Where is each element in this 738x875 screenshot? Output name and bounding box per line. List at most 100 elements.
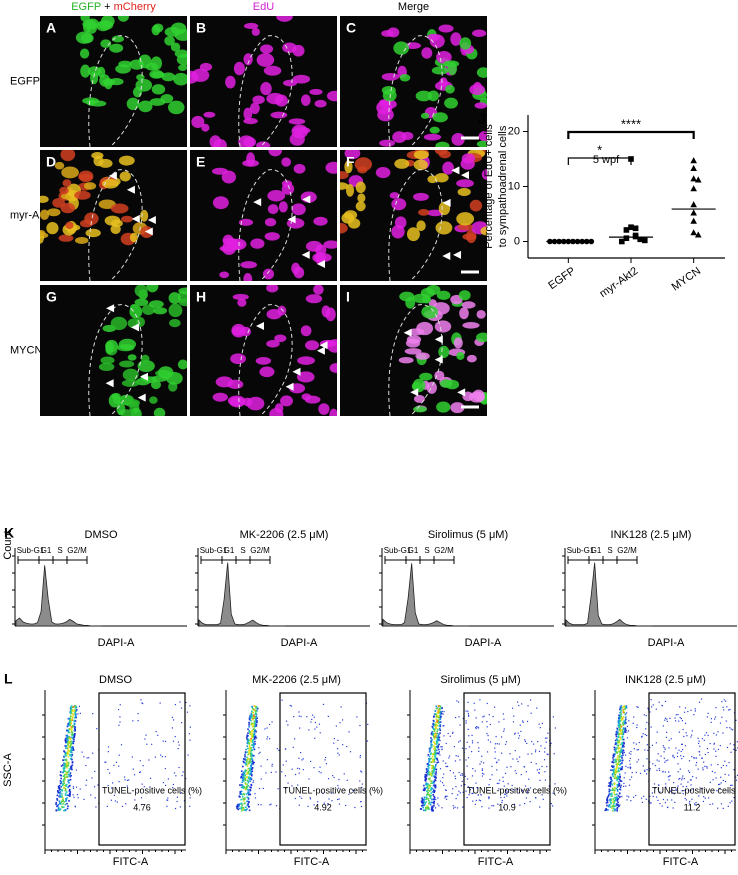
event-dot — [259, 752, 260, 753]
event-dot — [344, 773, 345, 774]
cell — [46, 222, 58, 234]
event-dot — [236, 808, 238, 810]
event-dot — [255, 797, 256, 798]
event-dot — [628, 720, 629, 721]
event-dot — [157, 735, 158, 736]
event-dot — [255, 735, 257, 737]
event-dot — [679, 732, 680, 733]
cell — [294, 164, 306, 174]
cell — [263, 269, 274, 280]
event-dot — [673, 782, 674, 783]
event-dot — [67, 808, 69, 810]
event-dot — [621, 732, 623, 734]
event-dot — [310, 721, 311, 722]
event-dot — [693, 757, 694, 758]
event-dot — [711, 722, 712, 723]
event-dot — [245, 751, 247, 753]
event-dot — [659, 702, 660, 703]
event-dot — [67, 752, 69, 754]
event-dot — [249, 717, 251, 719]
event-dot — [612, 757, 614, 759]
event-dot — [604, 810, 606, 812]
event-dot — [667, 799, 668, 800]
cell — [305, 340, 319, 350]
event-dot — [71, 741, 73, 743]
cell — [268, 204, 279, 214]
event-dot — [625, 727, 627, 729]
event-dot — [621, 762, 623, 764]
event-dot — [611, 761, 613, 763]
event-dot — [623, 739, 625, 741]
event-dot — [434, 742, 436, 744]
cell — [260, 44, 273, 53]
event-dot — [314, 728, 315, 729]
event-dot — [431, 789, 433, 791]
cell — [282, 183, 294, 195]
event-dot — [729, 727, 730, 728]
event-dot — [435, 705, 437, 707]
event-dot — [502, 777, 503, 778]
event-dot — [717, 764, 718, 765]
event-dot — [421, 799, 423, 801]
event-dot — [62, 803, 64, 805]
event-dot — [254, 749, 256, 751]
tunel-gate — [99, 693, 185, 845]
event-dot — [489, 714, 490, 715]
event-dot — [642, 802, 643, 803]
event-dot — [60, 771, 62, 773]
event-dot — [431, 733, 433, 735]
cell — [123, 369, 139, 381]
event-dot — [177, 797, 178, 798]
event-dot — [664, 751, 665, 752]
cell — [213, 393, 228, 402]
event-dot — [616, 784, 618, 786]
event-dot — [449, 755, 450, 756]
event-dot — [682, 749, 683, 750]
event-dot — [494, 707, 495, 708]
event-dot — [248, 749, 250, 751]
event-dot — [468, 735, 469, 736]
event-dot — [618, 798, 620, 800]
event-dot — [617, 804, 619, 806]
event-dot — [539, 724, 540, 725]
event-dot — [475, 783, 476, 784]
event-dot — [527, 705, 528, 706]
micrograph: H — [190, 283, 343, 422]
event-dot — [435, 764, 437, 766]
gate-label: S — [57, 546, 62, 555]
event-dot — [64, 764, 66, 766]
event-dot — [474, 710, 475, 711]
cell — [433, 112, 448, 122]
event-dot — [612, 766, 614, 768]
event-dot — [726, 765, 727, 766]
event-dot — [61, 765, 63, 767]
event-dot — [456, 700, 457, 701]
cell — [120, 171, 131, 181]
event-dot — [175, 808, 176, 809]
event-dot — [637, 707, 638, 708]
event-dot — [247, 765, 249, 767]
event-dot — [165, 756, 166, 757]
cell — [440, 379, 452, 388]
cell — [432, 66, 449, 74]
event-dot — [427, 792, 429, 794]
event-dot — [612, 769, 614, 771]
event-dot — [702, 757, 703, 758]
event-dot — [452, 732, 453, 733]
event-dot — [299, 716, 300, 717]
cell — [84, 182, 96, 190]
event-dot — [65, 766, 67, 768]
event-dot — [429, 748, 431, 750]
event-dot — [68, 774, 70, 776]
event-dot — [246, 777, 248, 779]
event-dot — [533, 744, 534, 745]
y-axis-label: Percentage of EdU+ cellsto sympathoadren… — [483, 124, 509, 249]
event-dot — [678, 750, 679, 751]
event-dot — [482, 721, 483, 722]
event-dot — [72, 735, 74, 737]
event-dot — [237, 804, 239, 806]
event-dot — [673, 807, 674, 808]
event-dot — [96, 728, 97, 729]
event-dot — [242, 780, 244, 782]
event-dot — [437, 753, 439, 755]
